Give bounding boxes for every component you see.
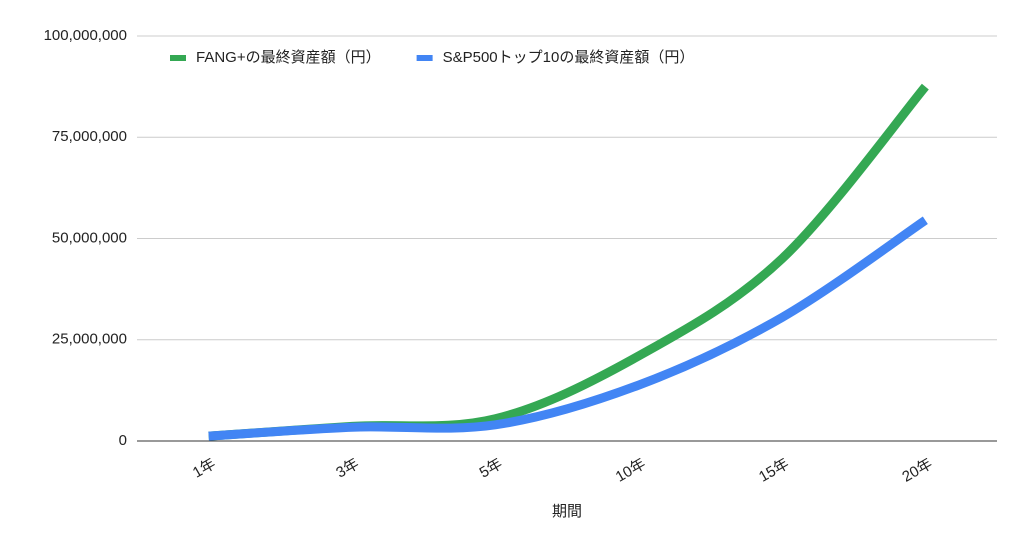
series-line: [208, 216, 928, 441]
x-tick-label: 1年: [190, 455, 219, 481]
x-tick-label: 20年: [899, 455, 935, 486]
x-tick-label: 10年: [613, 455, 649, 486]
x-tick-label: 15年: [756, 455, 792, 486]
x-tick-label: 5年: [477, 455, 506, 481]
y-tick-label: 100,000,000: [44, 27, 127, 44]
y-tick-label: 75,000,000: [52, 128, 127, 145]
y-tick-label: 25,000,000: [52, 331, 127, 348]
legend-label: FANG+の最終資産額（円）: [196, 49, 381, 66]
series-line: [208, 83, 929, 441]
legend-label: S&P500トップ10の最終資産額（円）: [443, 49, 695, 66]
x-axis-title: 期間: [552, 503, 582, 520]
y-tick-label: 0: [119, 432, 127, 449]
x-tick-label: 3年: [333, 455, 362, 481]
y-tick-label: 50,000,000: [52, 229, 127, 246]
